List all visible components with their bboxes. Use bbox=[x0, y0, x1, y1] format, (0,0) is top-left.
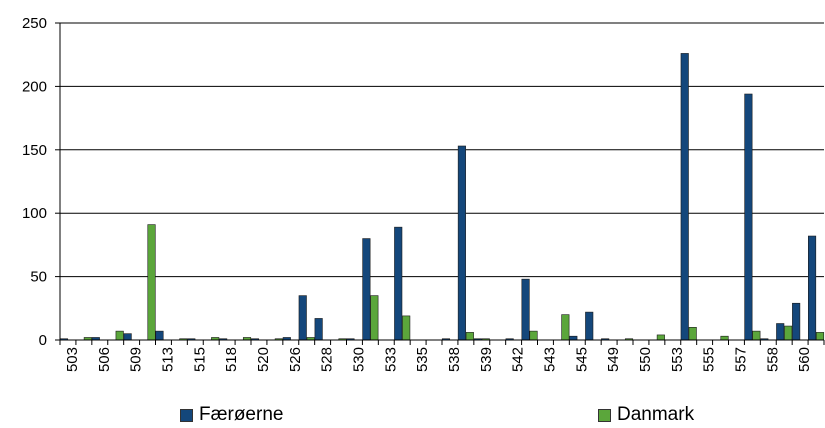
y-tick-label-50: 50 bbox=[30, 269, 47, 286]
bar-danmark-550 bbox=[656, 334, 665, 341]
x-tick-label-545: 545 bbox=[573, 347, 590, 372]
x-tick-label-530: 530 bbox=[350, 347, 367, 372]
bar-danmark-557 bbox=[752, 330, 761, 341]
y-tick-label-250: 250 bbox=[22, 15, 47, 32]
x-tick-label-555: 555 bbox=[701, 347, 718, 372]
x-tick-label-528: 528 bbox=[319, 347, 336, 372]
bar-faeroerne-553 bbox=[680, 53, 689, 341]
bar-danmark-509 bbox=[147, 224, 156, 341]
legend-label-danmark: Danmark bbox=[617, 404, 695, 425]
y-tick-label-150: 150 bbox=[22, 142, 47, 159]
bar-faeroerne-509-a bbox=[123, 333, 132, 341]
axes bbox=[55, 22, 825, 345]
x-tick-label-538: 538 bbox=[446, 347, 463, 372]
legend-item-faeroerne: Færøerne bbox=[180, 404, 283, 426]
bar-faeroerne-533 bbox=[394, 226, 403, 341]
y-tick-label-0: 0 bbox=[39, 332, 47, 349]
x-tick-label-526: 526 bbox=[287, 347, 304, 372]
x-axis-tick-labels: 503 506 509 513 515 518 520 526 528 530 533 535 538 5… bbox=[64, 347, 813, 372]
bar-danmark-533 bbox=[402, 315, 411, 341]
x-tick-label-553: 553 bbox=[669, 347, 686, 372]
x-tick-label-560: 560 bbox=[796, 347, 813, 372]
gridlines bbox=[60, 22, 824, 278]
bar-faeroerne-538 bbox=[457, 145, 466, 341]
bar-faeroerne-557 bbox=[744, 93, 753, 341]
bar-danmark-538 bbox=[465, 332, 474, 341]
x-tick-label-515: 515 bbox=[191, 347, 208, 372]
bar-faeroerne-530 bbox=[362, 238, 371, 341]
x-tick-label-535: 535 bbox=[414, 347, 431, 372]
x-tick-label-503: 503 bbox=[64, 347, 81, 372]
legend-swatch-faeroerne bbox=[180, 408, 193, 422]
bar-faeroerne-528-a bbox=[314, 318, 323, 341]
x-tick-label-558: 558 bbox=[764, 347, 781, 372]
x-tick-label-506: 506 bbox=[96, 347, 113, 372]
y-axis-tick-labels: 0 50 100 150 200 250 bbox=[22, 15, 47, 349]
bar-danmark-542 bbox=[529, 330, 538, 341]
y-tick-label-100: 100 bbox=[22, 205, 47, 222]
x-tick-label-543: 543 bbox=[541, 347, 558, 372]
legend-swatch-danmark bbox=[598, 408, 611, 422]
bar-danmark-506 bbox=[115, 330, 124, 341]
x-tick-label-557: 557 bbox=[732, 347, 749, 372]
bar-danmark-555 bbox=[720, 335, 729, 341]
x-tick-label-520: 520 bbox=[255, 347, 272, 372]
bar-danmark-553 bbox=[688, 327, 697, 341]
x-tick-label-542: 542 bbox=[510, 347, 527, 372]
x-tick-label-550: 550 bbox=[637, 347, 654, 372]
bar-faeroerne-542 bbox=[521, 278, 530, 341]
x-tick-label-518: 518 bbox=[223, 347, 240, 372]
legend-item-danmark: Danmark bbox=[598, 404, 694, 426]
bar-danmark-543 bbox=[561, 314, 570, 341]
legend-label-faeroerne: Færøerne bbox=[199, 404, 284, 425]
y-tick-label-200: 200 bbox=[22, 78, 47, 95]
bar-faeroerne-560-a bbox=[792, 302, 801, 341]
bar-faeroerne-513-a bbox=[155, 330, 164, 341]
x-tick-label-513: 513 bbox=[159, 347, 176, 372]
bar-faeroerne-545 bbox=[585, 311, 594, 341]
x-tick-label-539: 539 bbox=[478, 347, 495, 372]
bar-faeroerne-545-a bbox=[569, 335, 578, 341]
bar-danmark-530 bbox=[370, 295, 379, 341]
bars bbox=[59, 53, 825, 341]
bar-faeroerne-558 bbox=[776, 323, 785, 341]
bar-faeroerne-560 bbox=[808, 235, 817, 341]
x-tick-label-533: 533 bbox=[382, 347, 399, 372]
x-tick-label-509: 509 bbox=[128, 347, 145, 372]
x-tick-label-549: 549 bbox=[605, 347, 622, 372]
bar-faeroerne-526 bbox=[298, 295, 307, 341]
bar-danmark-560 bbox=[815, 332, 825, 341]
bar-danmark-558 bbox=[784, 325, 793, 341]
